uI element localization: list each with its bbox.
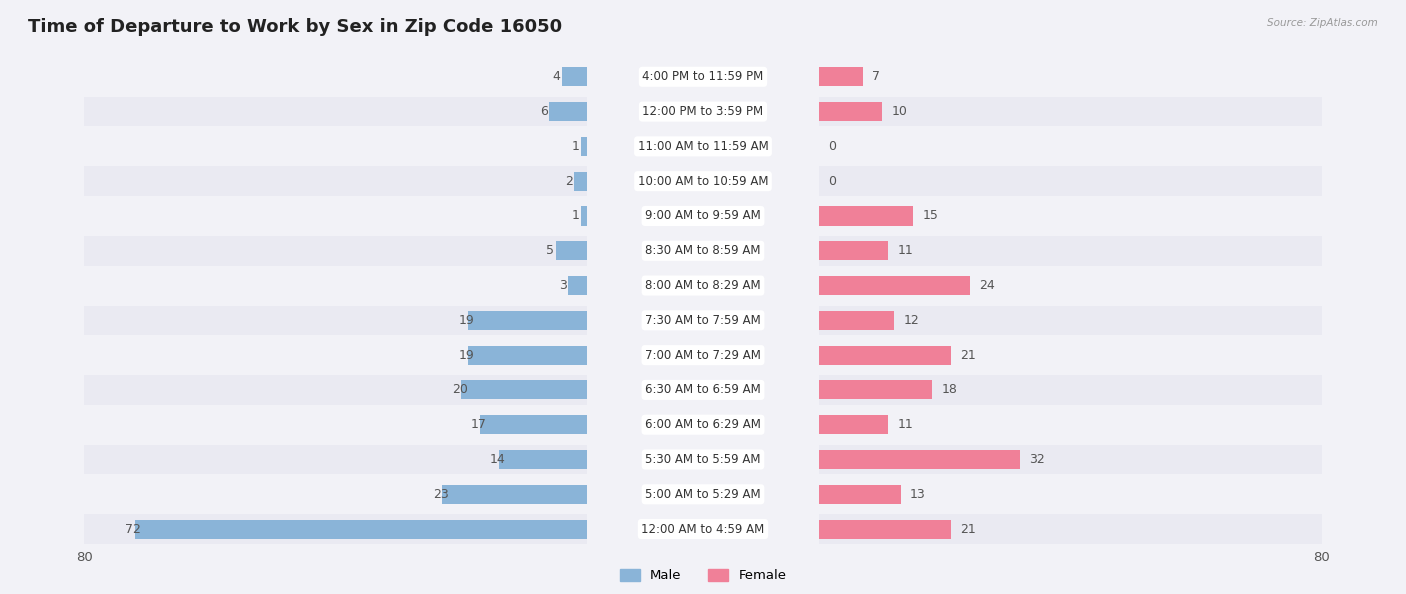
Bar [581,137,588,156]
Bar [818,415,889,434]
Text: 1: 1 [571,210,579,223]
Text: 4:00 PM to 11:59 PM: 4:00 PM to 11:59 PM [643,70,763,83]
Bar [818,206,914,226]
Text: 11: 11 [897,418,914,431]
Text: 23: 23 [433,488,449,501]
Bar [0,201,1406,230]
Bar [499,450,588,469]
Text: 5:00 AM to 5:29 AM: 5:00 AM to 5:29 AM [645,488,761,501]
Bar [0,271,1406,301]
Bar [0,375,1406,405]
Bar [0,166,1406,196]
Bar [0,132,1406,161]
Bar [818,311,894,330]
Text: 6: 6 [540,105,548,118]
Text: Time of Departure to Work by Sex in Zip Code 16050: Time of Departure to Work by Sex in Zip … [28,18,562,36]
Bar [0,479,1406,509]
Bar [0,97,1406,127]
Bar [0,514,1406,544]
Text: 7:00 AM to 7:29 AM: 7:00 AM to 7:29 AM [645,349,761,362]
Text: 19: 19 [458,314,474,327]
Bar [0,201,1406,230]
Text: 11:00 AM to 11:59 AM: 11:00 AM to 11:59 AM [638,140,768,153]
Bar [0,271,1406,301]
Bar [0,62,1406,91]
Bar [0,305,1406,335]
Bar [135,520,588,539]
Bar [0,445,1406,474]
Bar [0,340,1406,370]
Bar [0,236,1406,266]
Text: 20: 20 [451,383,468,396]
Text: 72: 72 [125,523,141,536]
Text: 1: 1 [571,140,579,153]
Bar [818,67,863,86]
Text: 2: 2 [565,175,572,188]
Bar [443,485,588,504]
Bar [0,410,1406,440]
Text: 6:00 AM to 6:29 AM: 6:00 AM to 6:29 AM [645,418,761,431]
Text: 7: 7 [872,70,880,83]
Bar [562,67,588,86]
Bar [0,236,1406,266]
Text: 18: 18 [942,383,957,396]
Bar [0,97,1406,127]
Text: 0: 0 [828,140,837,153]
Text: 4: 4 [553,70,561,83]
Text: 5: 5 [546,244,554,257]
Bar [481,415,588,434]
Bar [818,485,901,504]
Bar [0,479,1406,509]
Bar [818,102,882,121]
Text: 21: 21 [960,523,976,536]
Bar [0,62,1406,91]
Text: 8:30 AM to 8:59 AM: 8:30 AM to 8:59 AM [645,244,761,257]
Text: 13: 13 [910,488,925,501]
Bar [568,276,588,295]
Text: 10:00 AM to 10:59 AM: 10:00 AM to 10:59 AM [638,175,768,188]
Text: 14: 14 [489,453,505,466]
Bar [581,206,588,226]
Text: 24: 24 [979,279,995,292]
Text: 6:30 AM to 6:59 AM: 6:30 AM to 6:59 AM [645,383,761,396]
Bar [0,305,1406,335]
Text: 21: 21 [960,349,976,362]
Text: 3: 3 [558,279,567,292]
Bar [0,340,1406,370]
Text: 15: 15 [922,210,939,223]
Text: 5:30 AM to 5:59 AM: 5:30 AM to 5:59 AM [645,453,761,466]
Bar [0,132,1406,161]
Text: 11: 11 [897,244,914,257]
Bar [468,346,588,365]
Bar [0,375,1406,405]
Bar [468,311,588,330]
Bar [818,346,950,365]
Bar [0,410,1406,440]
Text: 12: 12 [904,314,920,327]
Bar [550,102,588,121]
Bar [555,241,588,260]
Text: 12:00 AM to 4:59 AM: 12:00 AM to 4:59 AM [641,523,765,536]
Text: 7:30 AM to 7:59 AM: 7:30 AM to 7:59 AM [645,314,761,327]
Text: 32: 32 [1029,453,1045,466]
Bar [818,380,932,400]
Text: 19: 19 [458,349,474,362]
Text: Source: ZipAtlas.com: Source: ZipAtlas.com [1267,18,1378,28]
Text: 9:00 AM to 9:59 AM: 9:00 AM to 9:59 AM [645,210,761,223]
Text: 17: 17 [471,418,486,431]
Bar [0,514,1406,544]
Bar [818,241,889,260]
Text: 0: 0 [828,175,837,188]
Text: 10: 10 [891,105,907,118]
Bar [575,172,588,191]
Legend: Male, Female: Male, Female [614,564,792,587]
Bar [818,276,970,295]
Bar [461,380,588,400]
Bar [818,450,1021,469]
Bar [0,445,1406,474]
Bar [0,166,1406,196]
Text: 12:00 PM to 3:59 PM: 12:00 PM to 3:59 PM [643,105,763,118]
Bar [818,520,950,539]
Text: 8:00 AM to 8:29 AM: 8:00 AM to 8:29 AM [645,279,761,292]
